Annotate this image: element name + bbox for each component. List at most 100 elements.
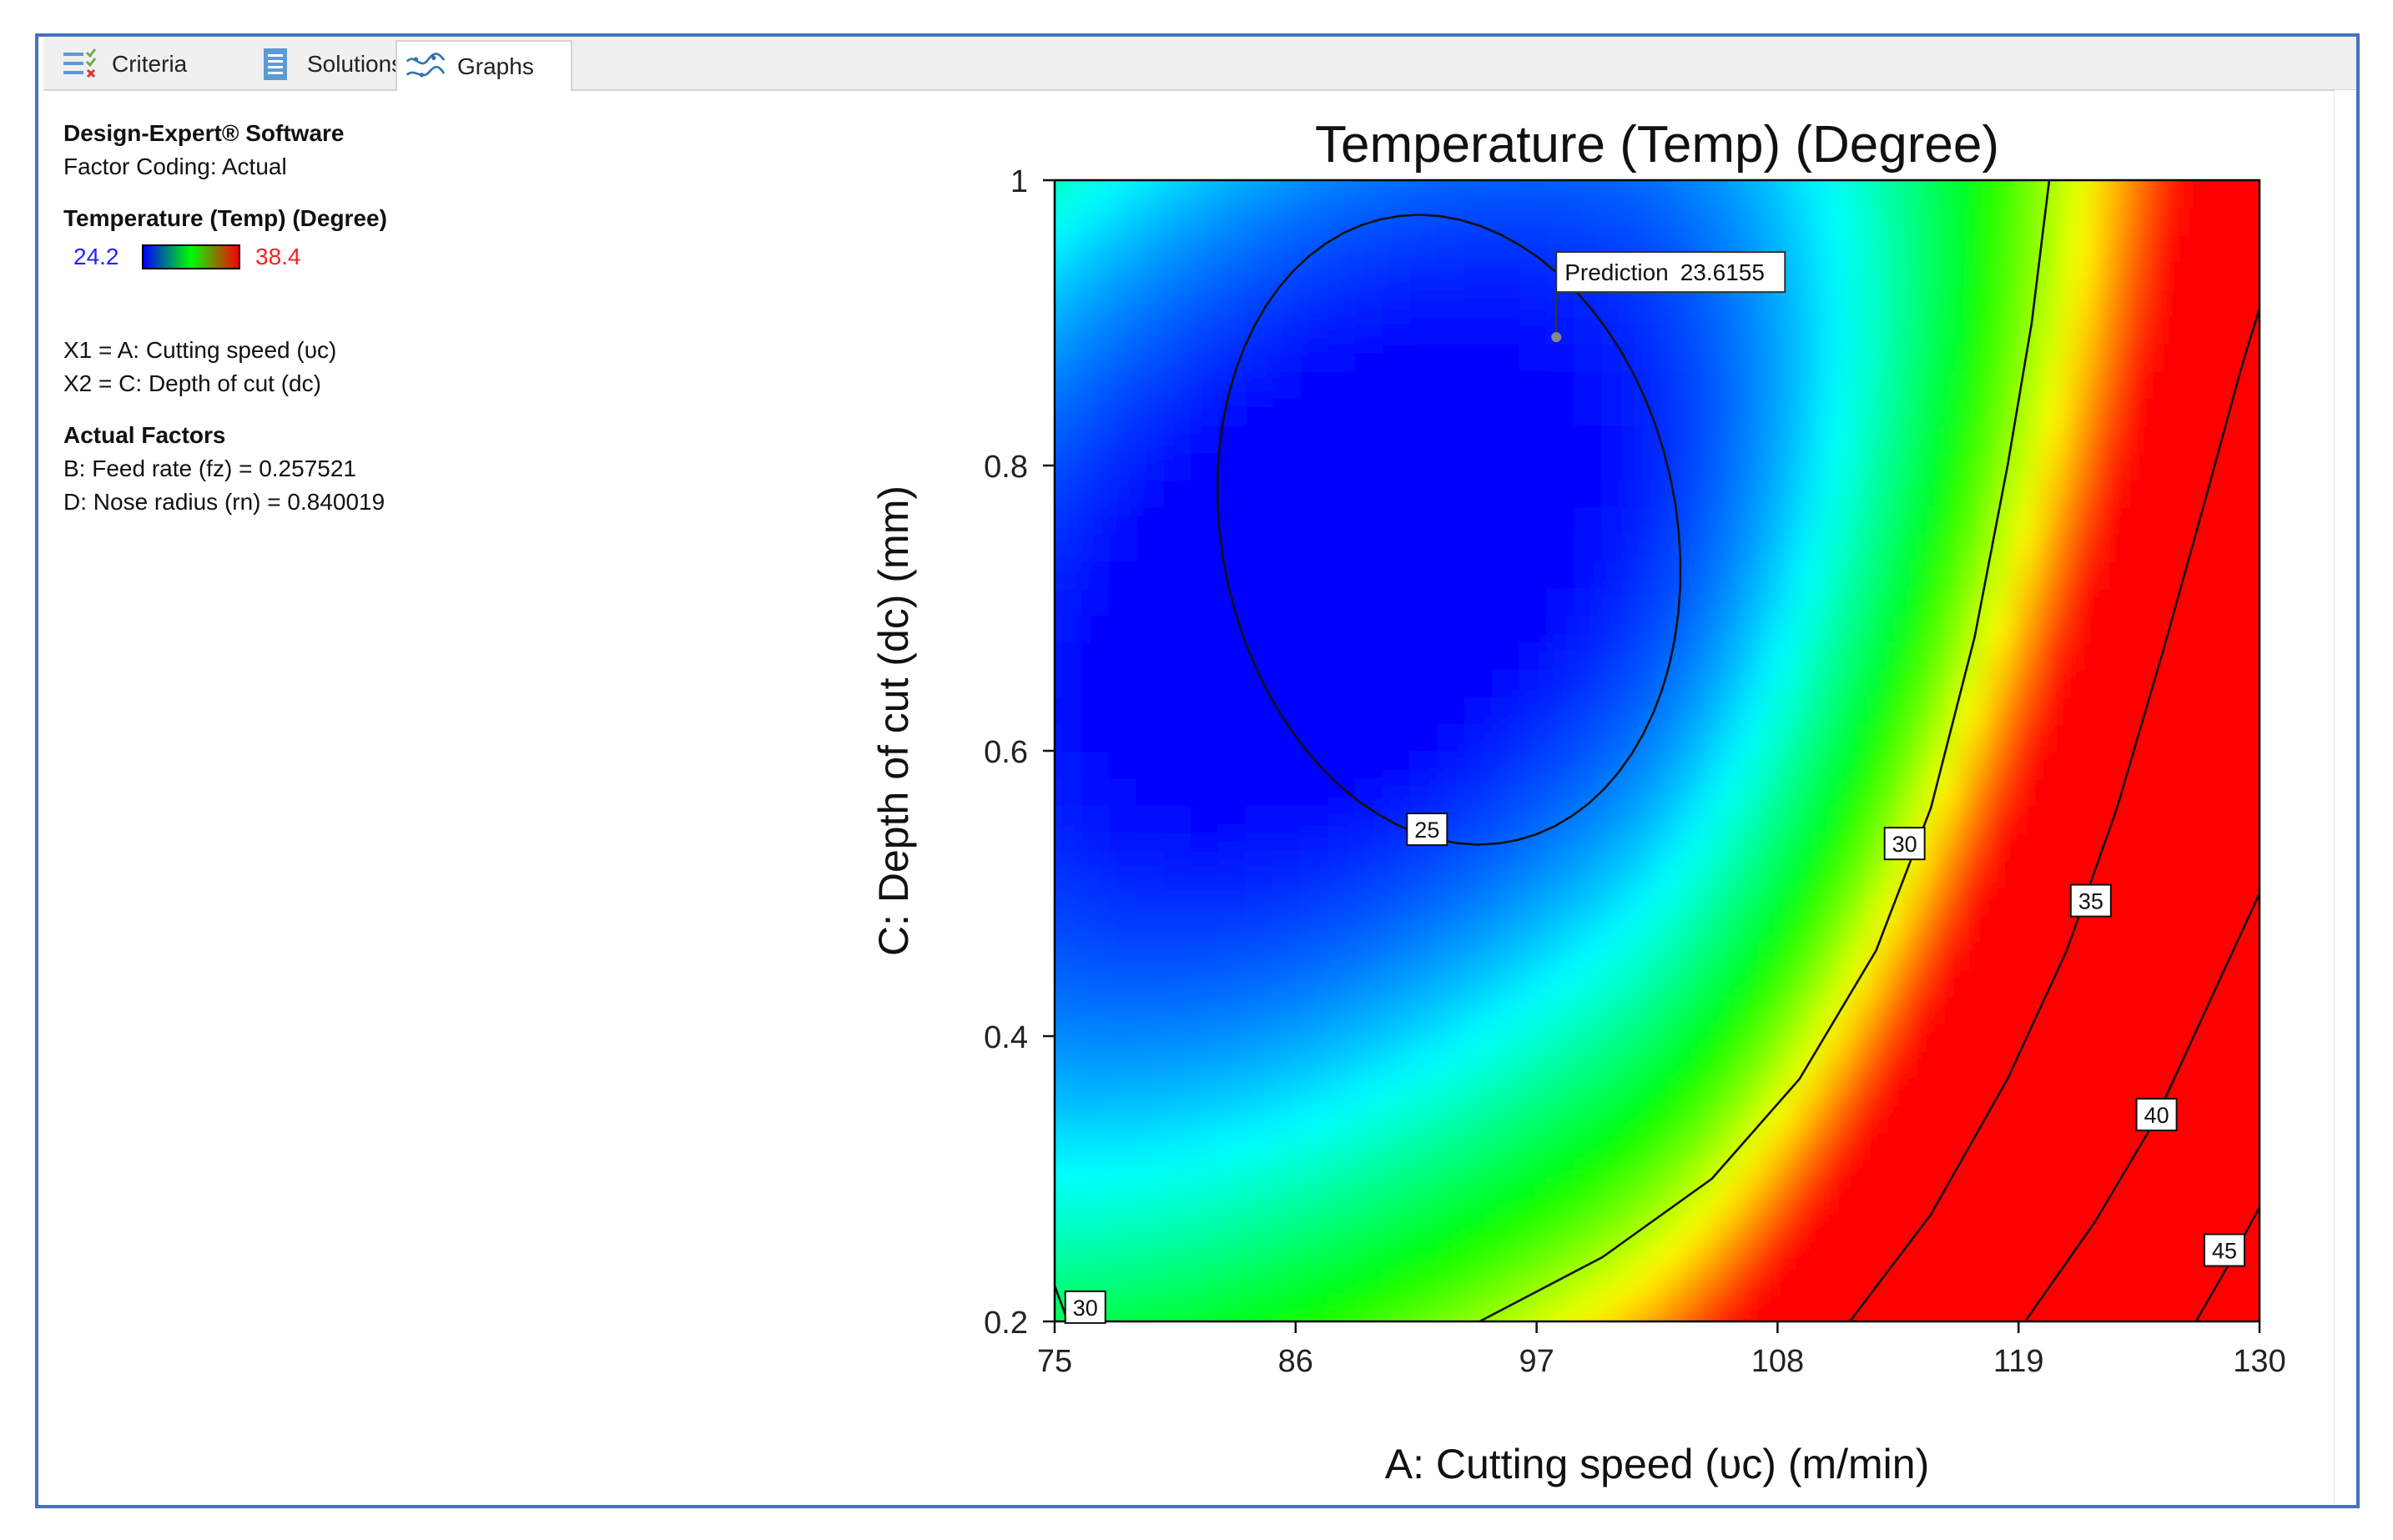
heat-cell: [1710, 450, 1741, 481]
heat-cell: [1492, 478, 1521, 507]
heat-cell: [1081, 342, 1111, 371]
heat-cell: [1026, 858, 1055, 888]
heat-cell: [1656, 777, 1685, 807]
heat-cell: [1191, 234, 1220, 263]
heat-cell: [2039, 532, 2069, 561]
heat-cell: [1766, 940, 1796, 969]
contour-label: 30: [1064, 1290, 1106, 1324]
heat-cell: [1710, 858, 1741, 888]
heat-cell: [1163, 180, 1193, 209]
heat-cell: [1902, 777, 1932, 807]
heat-cell: [2039, 234, 2069, 263]
heat-cell: [1327, 1185, 1357, 1214]
heat-cell: [1136, 396, 1166, 426]
heat-cell: [1191, 288, 1220, 317]
heat-cell: [1656, 342, 1685, 371]
heat-cell: [1875, 1293, 1905, 1321]
heat-cell: [1081, 913, 1111, 942]
heat-cell: [1055, 777, 1083, 807]
heat-cell: [2231, 967, 2259, 997]
heat-cell: [1902, 913, 1932, 942]
heat-cell: [1026, 261, 1055, 290]
heat-cell: [1710, 1075, 1741, 1105]
heat-cell: [1820, 831, 1850, 861]
heat-cell: [1409, 450, 1439, 481]
heat-cell: [1081, 1049, 1111, 1078]
heat-cell: [1272, 804, 1302, 833]
heat-cell: [1738, 1021, 1768, 1051]
heat-cell: [1957, 831, 1987, 861]
heat-cell: [1300, 1103, 1330, 1132]
heat-cell: [1055, 450, 1083, 481]
heat-cell: [2039, 750, 2069, 779]
heat-cell: [2176, 614, 2206, 643]
heat-cell: [1683, 478, 1713, 507]
heat-cell: [1766, 967, 1796, 997]
heatmap-surface: [1026, 152, 2288, 1350]
prediction-annotation[interactable]: Prediction 23.6155: [1551, 251, 1786, 343]
heat-cell: [1464, 1049, 1494, 1078]
heat-cell: [2067, 1075, 2097, 1105]
tab-criteria[interactable]: Criteria: [52, 40, 237, 88]
heat-cell: [1766, 804, 1796, 833]
heat-cell: [1409, 994, 1439, 1024]
tab-solutions[interactable]: Solutions: [247, 40, 436, 88]
heat-cell: [2176, 424, 2206, 453]
heat-cell: [1601, 695, 1631, 725]
heat-cell: [1464, 695, 1494, 725]
heat-cell: [1327, 777, 1357, 807]
heat-cell: [1055, 478, 1083, 507]
heat-cell: [1464, 288, 1494, 317]
heat-cell: [1546, 370, 1576, 399]
heat-cell: [1108, 1293, 1138, 1321]
heat-cell: [1245, 1130, 1275, 1160]
heat-cell: [2039, 1321, 2068, 1350]
heat-cell: [1136, 1130, 1166, 1160]
heat-cell: [2067, 450, 2097, 481]
heat-cell: [1217, 994, 1247, 1024]
heat-cell: [1191, 586, 1220, 617]
heat-cell: [1409, 614, 1439, 643]
heat-cell: [1629, 641, 1658, 671]
heat-cell: [2259, 152, 2288, 181]
heat-cell: [2039, 1021, 2069, 1051]
heat-cell: [1055, 994, 1083, 1024]
heat-cell: [2259, 532, 2288, 561]
heat-cell: [1738, 614, 1768, 643]
heat-cell: [1055, 1049, 1083, 1078]
heat-cell: [1656, 994, 1685, 1024]
heat-cell: [1136, 695, 1166, 725]
heat-cell: [1163, 234, 1193, 263]
heat-cell: [1902, 668, 1932, 697]
heat-cell: [1108, 586, 1138, 617]
heat-cell: [1710, 1211, 1741, 1241]
heat-cell: [2012, 1211, 2042, 1241]
heat-cell: [1136, 777, 1166, 807]
heat-cell: [1327, 831, 1357, 861]
heat-cell: [1300, 1130, 1330, 1160]
heat-cell: [1355, 1103, 1384, 1132]
heat-cell: [1217, 1239, 1247, 1268]
factor-b-value: B: Feed rate (fz) = 0.257521: [63, 455, 356, 481]
vertical-scrollbar[interactable]: [2334, 90, 2356, 1505]
heat-cell: [1355, 450, 1384, 481]
heat-cell: [1601, 885, 1631, 915]
heat-cell: [1984, 370, 2014, 399]
heat-cell: [2149, 234, 2179, 263]
heat-cell: [1300, 505, 1330, 535]
heat-cell: [1245, 1211, 1275, 1241]
heat-cell: [2231, 505, 2259, 535]
heat-cell: [1656, 940, 1685, 969]
heat-cell: [1710, 370, 1741, 399]
heat-cell: [1847, 940, 1877, 969]
heat-cell: [1464, 614, 1494, 643]
heat-cell: [1601, 1293, 1631, 1321]
heat-cell: [1437, 370, 1467, 399]
heat-cell: [1738, 1103, 1768, 1132]
heat-cell: [1574, 1211, 1604, 1241]
prediction-flag[interactable]: Prediction 23.6155: [1551, 251, 1786, 343]
heat-cell: [1710, 777, 1741, 807]
tab-graphs[interactable]: Graphs: [395, 40, 572, 91]
heat-cell: [1136, 424, 1166, 453]
svg-text:40: 40: [2144, 1103, 2169, 1128]
